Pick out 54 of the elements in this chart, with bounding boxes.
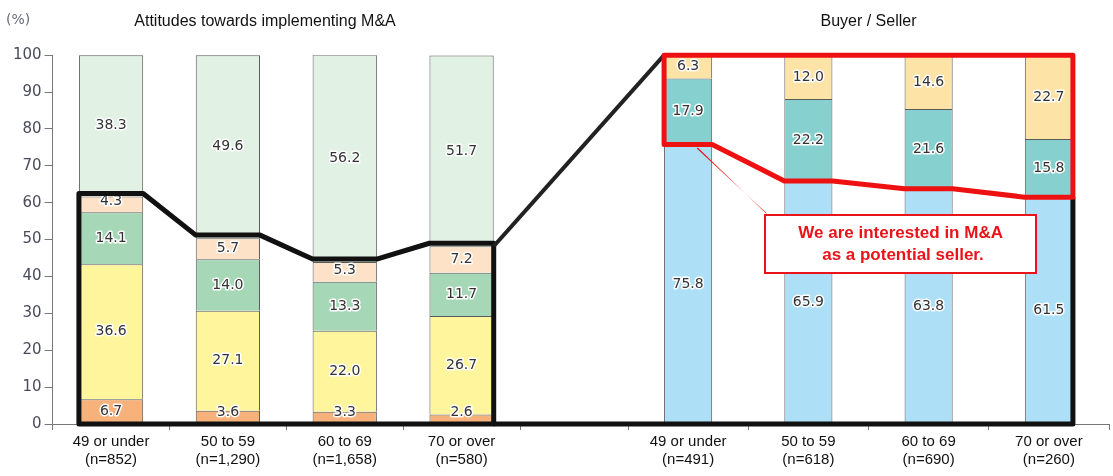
data-label: 7.2	[450, 250, 473, 267]
chart-title: Attitudes towards implementing M&A	[134, 12, 397, 30]
data-label: 5.3	[333, 261, 356, 278]
y-axis-title: (%)	[6, 10, 31, 27]
x-tick-label: 49 or under (n=852)	[72, 432, 150, 468]
data-label: 2.6	[450, 403, 473, 420]
y-tick-label: 40	[22, 266, 42, 285]
x-tick-label: 60 to 69 (n=690)	[901, 432, 956, 468]
data-label: 13.3	[329, 296, 361, 313]
data-label: 15.8	[1033, 158, 1065, 175]
data-label: 14.6	[913, 72, 945, 89]
y-tick-label: 100	[12, 45, 42, 64]
data-label: 26.7	[445, 355, 478, 372]
y-tick-label: 0	[32, 413, 42, 432]
data-label: 65.9	[792, 293, 824, 310]
chart-title: Buyer / Seller	[820, 12, 918, 30]
y-tick-label: 70	[22, 155, 42, 174]
callout-box: We are interested in M&A as a potential seller.	[764, 213, 1037, 274]
data-label: 5.7	[216, 238, 240, 255]
data-label: 22.7	[1033, 87, 1065, 104]
y-tick-label: 90	[22, 81, 42, 100]
data-label: 3.6	[216, 403, 240, 420]
data-label: 11.7	[445, 285, 478, 302]
y-tick-label: 60	[22, 192, 42, 211]
data-label: 21.6	[913, 139, 945, 156]
data-label: 27.1	[212, 351, 244, 368]
data-label: 22.2	[792, 130, 824, 147]
data-label: 6.7	[99, 402, 123, 419]
y-tick-label: 20	[22, 340, 42, 359]
data-label: 56.2	[329, 149, 361, 166]
data-label: 51.7	[445, 141, 478, 158]
y-tick-label: 10	[22, 377, 42, 396]
x-tick-label: 49 or under (n=491)	[649, 432, 727, 468]
y-tick-label: 80	[22, 118, 42, 137]
data-label: 38.3	[95, 116, 127, 133]
x-tick-label: 50 to 59 (n=1,290)	[195, 432, 261, 468]
x-tick-label: 70 or over (n=260)	[1015, 432, 1083, 468]
data-label: 17.9	[672, 102, 704, 119]
data-label: 3.3	[333, 403, 356, 420]
data-label: 36.6	[95, 322, 127, 339]
data-label: 22.0	[329, 361, 361, 378]
data-label: 14.0	[212, 275, 244, 292]
y-tick-label: 30	[22, 303, 42, 322]
data-label: 6.3	[676, 57, 700, 74]
x-tick-label: 50 to 59 (n=618)	[781, 432, 836, 468]
data-label: 12.0	[792, 67, 824, 84]
y-tick-label: 50	[22, 229, 42, 248]
data-label: 61.5	[1033, 301, 1065, 318]
data-label: 63.8	[913, 296, 945, 313]
x-tick-label: 60 to 69 (n=1,658)	[312, 432, 378, 468]
data-label: 14.1	[95, 228, 127, 245]
x-tick-label: 70 or over (n=580)	[427, 432, 496, 468]
data-label: 49.6	[212, 137, 244, 154]
data-label: 75.8	[672, 274, 704, 291]
